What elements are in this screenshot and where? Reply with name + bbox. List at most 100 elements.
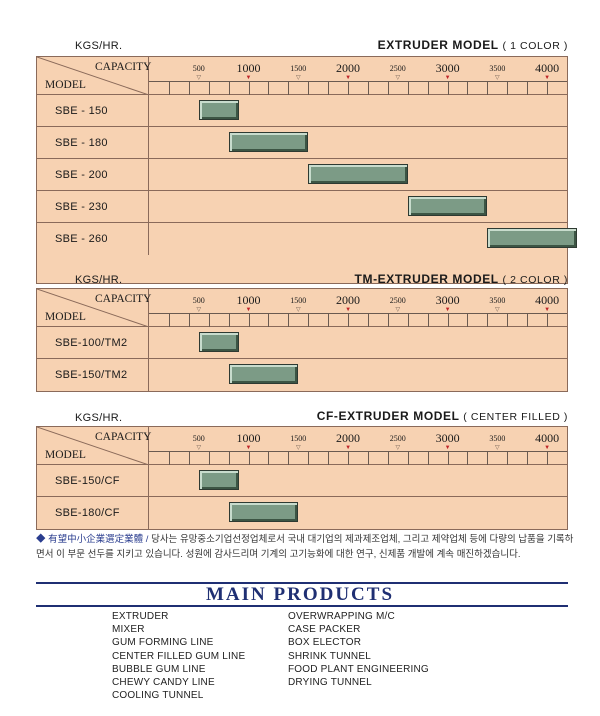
capacity-ruler	[149, 313, 567, 327]
ruler-tick	[188, 313, 190, 327]
model-name: SBE - 180	[37, 127, 149, 158]
ruler-tick	[208, 313, 210, 327]
ruler-tick	[487, 81, 489, 95]
scale-label: 3000	[435, 61, 460, 75]
red-triangle-marker: ▼	[444, 75, 451, 81]
scale-label: 500	[192, 64, 205, 73]
ruler-tick	[387, 451, 389, 465]
red-triangle-marker: ▼	[444, 445, 451, 451]
open-triangle-marker: ▽	[196, 75, 202, 81]
red-triangle-marker: ▼	[444, 307, 451, 313]
ruler-tick	[168, 451, 170, 465]
model-row: SBE - 230	[37, 191, 567, 223]
ruler-tick	[527, 81, 529, 95]
unit-label: KGS/HR.	[75, 274, 123, 286]
open-triangle-marker: ▽	[196, 445, 202, 451]
scale-label: 1500	[290, 434, 307, 443]
open-triangle-marker: ▽	[395, 75, 401, 81]
open-triangle-marker: ▽	[295, 307, 301, 313]
product-item: CASE PACKER	[288, 624, 361, 636]
capacity-scale: 500 ▽ 1000 ▼ 1500 ▽ 2000 ▼ 2500 ▽ 3000 ▼ 3500 ▽ 4000 ▼	[149, 57, 567, 95]
scale-label: 2000	[336, 431, 361, 445]
ruler-tick	[288, 451, 290, 465]
open-triangle-marker: ▽	[196, 307, 202, 313]
unit-label: KGS/HR.	[75, 412, 123, 424]
scale-label: 1000	[236, 431, 261, 445]
ruler-tick	[268, 313, 270, 327]
ruler-tick	[328, 81, 330, 95]
ruler-tick	[447, 81, 449, 95]
model-row: SBE-100/TM2	[37, 327, 567, 359]
ruler-tick	[447, 451, 449, 465]
section-title-text: CF-EXTRUDER MODEL	[316, 409, 460, 423]
red-triangle-marker: ▼	[345, 75, 352, 81]
section-subtitle: ( CENTER FILLED )	[463, 411, 568, 423]
ruler-tick	[387, 313, 389, 327]
scale-label: 3500	[489, 296, 506, 305]
capacity-bar	[487, 228, 577, 248]
capacity-table: CAPACITY MODEL 500 ▽ 1000 ▼ 1500 ▽ 2000 ▼ 2500 ▽ 3…	[36, 56, 577, 284]
open-triangle-marker: ▽	[395, 445, 401, 451]
diagonal-line	[37, 427, 149, 465]
ruler-tick	[427, 313, 429, 327]
section-title: CF-EXTRUDER MODEL ( CENTER FILLED )	[317, 409, 568, 423]
scale-label: 4000	[535, 293, 560, 307]
ruler-tick	[367, 81, 369, 95]
model-name: SBE-180/CF	[37, 497, 149, 529]
scale-label: 1000	[236, 61, 261, 75]
ruler-tick	[527, 451, 529, 465]
header-corner-cell: CAPACITY MODEL	[37, 57, 151, 95]
capacity-bar	[308, 164, 408, 184]
model-name: SBE - 230	[37, 191, 149, 222]
red-triangle-marker: ▼	[544, 307, 551, 313]
ruler-tick	[407, 313, 409, 327]
scale-label: 2000	[336, 61, 361, 75]
ruler-tick	[328, 313, 330, 327]
open-triangle-marker: ▽	[395, 307, 401, 313]
capacity-bar	[228, 132, 309, 152]
scale-label: 2000	[336, 293, 361, 307]
ruler-tick	[228, 81, 230, 95]
header-corner-cell: CAPACITY MODEL	[37, 427, 151, 465]
ruler-tick	[447, 313, 449, 327]
ruler-tick	[188, 81, 190, 95]
ruler-tick	[467, 451, 469, 465]
model-row: SBE - 180	[37, 127, 567, 159]
products-list-left: EXTRUDER MIXER GUM FORMING LINE CENTER FILL…	[112, 610, 245, 702]
ruler-tick	[268, 451, 270, 465]
capacity-bar	[198, 100, 239, 120]
model-name: SBE - 260	[37, 223, 149, 255]
product-item: DRYING TUNNEL	[288, 677, 372, 689]
capacity-table: CAPACITY MODEL 500 ▽ 1000 ▼ 1500 ▽ 2000 ▼ 2500 ▽ 3…	[36, 288, 568, 392]
red-triangle-marker: ▼	[544, 75, 551, 81]
ruler-baseline	[149, 451, 567, 452]
ruler-tick	[248, 313, 250, 327]
scale-label: 4000	[535, 431, 560, 445]
capacity-table: CAPACITY MODEL 500 ▽ 1000 ▼ 1500 ▽ 2000 ▼ 2500 ▽ 3…	[36, 426, 568, 530]
product-item: OVERWRAPPING M/C	[288, 611, 395, 622]
ruler-baseline	[149, 313, 567, 314]
diamond-icon: ◆	[36, 534, 46, 545]
ruler-tick	[168, 81, 170, 95]
model-name: SBE-150/CF	[37, 465, 149, 496]
ruler-tick	[427, 81, 429, 95]
ruler-tick	[507, 313, 509, 327]
ruler-tick	[208, 451, 210, 465]
section-title: EXTRUDER MODEL ( 1 COLOR )	[378, 38, 568, 52]
section-title: TM-EXTRUDER MODEL ( 2 COLOR )	[355, 272, 568, 286]
ruler-tick	[308, 451, 310, 465]
ruler-tick	[168, 313, 170, 327]
scale-label: 3500	[489, 434, 506, 443]
capacity-bar	[228, 502, 299, 522]
main-products-title: MAIN PRODUCTS	[205, 584, 395, 605]
section-title-text: TM-EXTRUDER MODEL	[354, 272, 499, 286]
scale-label: 3500	[489, 64, 506, 73]
product-item: BOX ELECTOR	[288, 637, 362, 649]
scale-label: 500	[192, 296, 205, 305]
capacity-scale: 500 ▽ 1000 ▼ 1500 ▽ 2000 ▼ 2500 ▽ 3000 ▼ 3500 ▽ 4000 ▼	[149, 289, 567, 327]
ruler-tick	[228, 313, 230, 327]
product-item: COOLING TUNNEL	[112, 690, 204, 702]
red-triangle-marker: ▼	[245, 307, 252, 313]
diagonal-line	[37, 289, 149, 327]
model-label: MODEL	[45, 449, 86, 461]
